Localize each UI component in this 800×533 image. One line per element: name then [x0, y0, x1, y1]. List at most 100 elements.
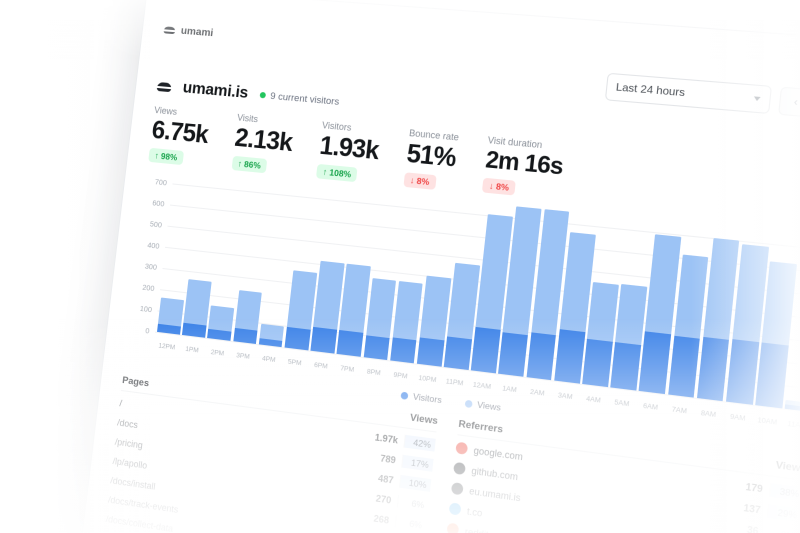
bar-segment-visitors [498, 331, 529, 377]
bar-segment-visitors [182, 322, 207, 338]
bar-segment-visitors [443, 336, 472, 371]
bar-segment-visitors [526, 332, 557, 381]
row-percent: 6% [394, 514, 427, 532]
x-axis-tick-label: 10PM [418, 374, 437, 385]
metric-change-badge: ↑ 98% [148, 147, 184, 166]
bar-segment-visitors [416, 337, 445, 367]
x-axis-tick-label: 10AM [757, 416, 778, 427]
x-axis-tick-label: 5PM [287, 358, 302, 368]
bar-segment-views [761, 261, 797, 346]
x-axis-tick-label: 3PM [235, 352, 250, 361]
live-dot-icon [259, 91, 266, 99]
y-axis-tick-label: 200 [141, 282, 155, 293]
row-value: 270 [375, 492, 392, 506]
x-axis-tick-label: 8AM [700, 409, 717, 420]
pages-table: Pages Views / 1.97k 42% /docs 789 17% /pricing… [96, 374, 439, 533]
row-label: t.co [466, 505, 483, 519]
row-percent: 17% [401, 454, 434, 472]
pages-table-value-header: Views [409, 412, 439, 428]
bar-segment-visitors [471, 326, 501, 374]
filter-button[interactable]: + Filter [794, 46, 800, 70]
row-percent: 29% [766, 503, 800, 522]
x-axis-tick-label: 2PM [210, 348, 225, 358]
date-range-value: Last 24 hours [615, 80, 686, 100]
y-axis-tick-label: 600 [151, 197, 165, 209]
umami-icon [450, 482, 464, 496]
bar-segment-visitors [284, 326, 311, 351]
browser-window: + Filter umami Last 24 hours ‹ › [74, 0, 800, 533]
legend-dot-icon [464, 399, 473, 408]
row-label: reddit.com [464, 526, 510, 533]
reddit-icon [446, 522, 460, 533]
metric-change-badge: ↓ 8% [403, 172, 437, 190]
metric-card: Visits 2.13k ↑ 86% [231, 112, 295, 175]
y-axis-tick-label: 0 [144, 325, 150, 336]
row-value: 179 [745, 480, 764, 494]
x-axis-tick-label: 5AM [614, 398, 630, 409]
metric-card: Visitors 1.93k ↑ 108% [316, 120, 381, 184]
x-axis-tick-label: 9PM [393, 371, 408, 381]
metric-value: 51% [405, 139, 458, 173]
x-axis-tick-label: 12AM [472, 381, 492, 392]
bar-segment-visitors [725, 338, 759, 405]
bar-segment-visitors [638, 331, 672, 395]
row-percent: 38% [768, 482, 800, 501]
bar-segment-views [286, 269, 317, 330]
bar-segment-views [208, 305, 235, 332]
row-label: google.com [473, 444, 524, 462]
row-label: eu.umami.is [468, 485, 522, 503]
row-label: github.com [470, 464, 519, 482]
x-axis-tick-label: 12PM [158, 342, 176, 352]
y-axis-tick-label: 700 [154, 176, 168, 187]
bar-segment-visitors [336, 330, 364, 357]
row-value: 36 [746, 523, 760, 533]
x-axis-tick-label: 9AM [729, 413, 746, 423]
x-axis-tick-label: 4PM [261, 355, 276, 365]
row-label-group: / [119, 398, 123, 408]
row-value: 789 [379, 452, 397, 466]
bar-segment-views [157, 297, 184, 327]
prev-period-button[interactable]: ‹ [778, 86, 800, 118]
row-value: 487 [377, 472, 395, 486]
y-axis-tick-label: 100 [139, 303, 153, 315]
bar-segment-visitors [310, 326, 338, 354]
referrers-table-title: Referrers [457, 418, 504, 436]
metric-change-badge: ↑ 108% [316, 163, 359, 183]
x-axis-tick-label: 11PM [445, 378, 464, 388]
github-icon [453, 461, 466, 476]
bar-segment-visitors [755, 342, 789, 409]
bar-segment-visitors [610, 341, 642, 391]
row-label-group: /pricing [114, 436, 143, 450]
umami-logo-icon [163, 25, 176, 34]
y-axis-tick-label: 400 [146, 240, 160, 251]
metric-change-badge: ↑ 86% [231, 155, 268, 174]
bar-segment-views [365, 278, 397, 338]
bar-segment-visitors [667, 335, 701, 398]
x-axis-tick-label: 1AM [501, 385, 518, 395]
bar-segment-views [419, 275, 451, 341]
y-axis-tick-label: 300 [144, 261, 158, 272]
nav-brand-label: umami [180, 24, 214, 40]
referrers-table-value-header: Views [775, 459, 800, 476]
row-label: /docs [116, 416, 139, 430]
bar-segment-views [615, 283, 648, 345]
x-axis-tick-label: 1PM [184, 345, 199, 355]
x-axis-tick-label: 11AM [787, 420, 800, 431]
metric-card: Visit duration 2m 16s ↓ 8% [482, 135, 565, 200]
row-label-group: /docs [117, 417, 139, 430]
row-value: 268 [373, 512, 390, 526]
metric-value: 2m 16s [484, 145, 565, 180]
twitter-icon [448, 502, 462, 516]
row-label: /docs/install [109, 474, 157, 492]
bar-segment-visitors [582, 339, 613, 388]
bar-segment-views [392, 281, 423, 341]
bar-segment-visitors [696, 336, 730, 402]
row-percent: 42% [403, 434, 436, 452]
x-axis-tick-label: 7PM [339, 364, 355, 374]
row-label-group: /lp/apollo [112, 455, 148, 470]
pages-table-title: Pages [121, 374, 150, 390]
metric-value: 2.13k [233, 123, 294, 158]
google-icon [455, 441, 469, 455]
bar-segment-visitors [389, 337, 417, 364]
